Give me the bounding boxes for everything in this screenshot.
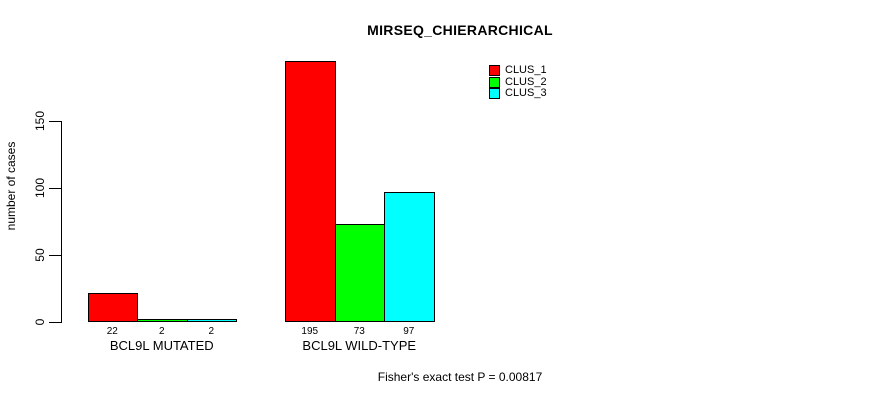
bar-clus_3-1 [186,319,237,322]
y-axis-label: number of cases [4,141,18,231]
bar-clus_2-1 [137,319,188,322]
legend-swatch-clus_3 [489,88,500,100]
bar-value-label: 195 [301,326,319,337]
bar-clus_2-2 [334,224,385,322]
y-tick-label: 100 [33,177,47,199]
x-category-label: BCL9L MUTATED [109,338,214,353]
bar-clus_1-1 [87,293,138,322]
bar-value-label: 2 [158,326,165,337]
legend-item-clus_1: CLUS_1 [489,65,547,77]
legend-swatch-clus_2 [489,76,500,88]
y-tick-label: 50 [33,248,47,262]
y-tick-mark [49,121,61,122]
legend-item-clus_2: CLUS_2 [489,75,547,89]
legend-label: CLUS_2 [505,75,547,88]
y-tick-label: 150 [33,110,47,132]
y-axis-line [61,121,62,323]
legend-swatch-clus_1 [489,65,500,77]
legend-item-clus_3: CLUS_3 [489,88,547,100]
bar-value-label: 97 [403,326,415,337]
legend-label: CLUS_1 [505,64,547,77]
legend: CLUS_1 CLUS_2 CLUS_3 [489,65,547,100]
x-category-label: BCL9L WILD-TYPE [302,338,417,353]
bar-value-label: 22 [106,326,118,337]
y-tick-mark [49,322,61,323]
footer-caption: Fisher's exact test P = 0.00817 [377,370,543,384]
y-tick-mark [49,255,61,256]
bar-value-label: 2 [208,326,215,337]
y-tick-label: 0 [33,318,47,326]
bar-value-label: 73 [353,326,365,337]
legend-label: CLUS_3 [505,87,547,100]
bar-clus_3-2 [384,192,435,322]
chart-title: MIRSEQ_CHIERARCHICAL [367,22,553,38]
y-tick-mark [49,188,61,189]
bar-clus_1-2 [285,61,336,322]
